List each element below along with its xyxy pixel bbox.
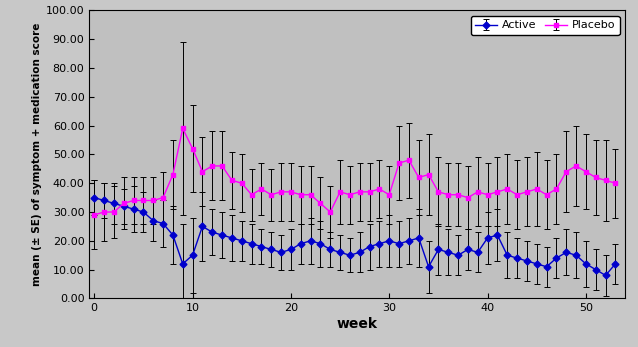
Legend: Active, Placebo: Active, Placebo	[471, 16, 619, 35]
X-axis label: week: week	[337, 318, 378, 331]
Y-axis label: mean (± SE) of symptom + medication score: mean (± SE) of symptom + medication scor…	[32, 23, 41, 286]
